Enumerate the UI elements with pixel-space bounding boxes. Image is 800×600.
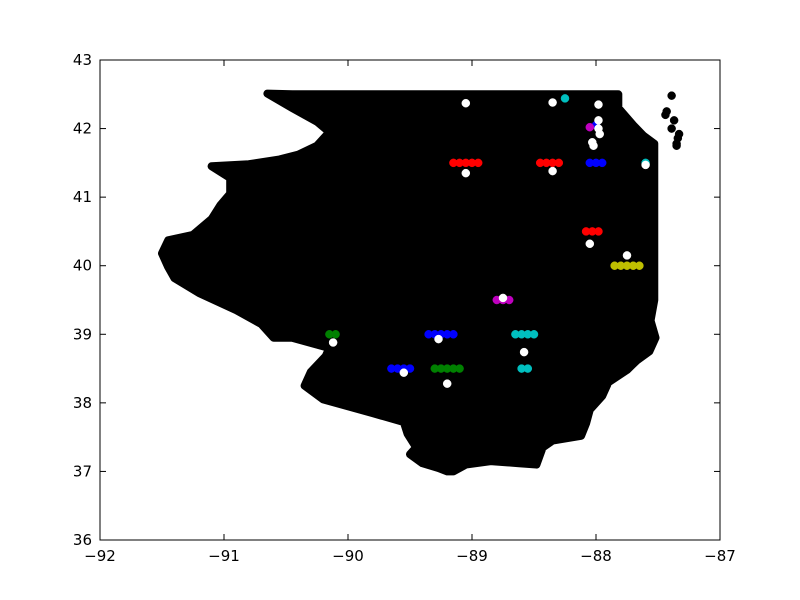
region-dots [158, 89, 660, 476]
data-point [548, 98, 557, 107]
data-point [461, 98, 471, 108]
y-tick-label: 37 [73, 462, 92, 480]
data-point [405, 364, 415, 373]
x-tick-label: −87 [704, 547, 736, 565]
y-tick-label: 40 [73, 257, 92, 275]
x-axis: −92 −91 −90 −89 −88 −87 [84, 60, 736, 565]
data-point [585, 239, 595, 249]
data-point [455, 364, 464, 373]
data-point [529, 330, 539, 339]
series-3 [610, 261, 644, 270]
y-tick-label: 39 [73, 325, 92, 343]
y-tick-label: 36 [73, 531, 92, 549]
data-point [560, 94, 570, 103]
data-point [585, 122, 595, 132]
plot-frame [99, 59, 721, 541]
data-point [667, 124, 676, 133]
data-point [594, 116, 603, 125]
data-point [597, 158, 607, 168]
series-7 [328, 98, 650, 388]
data-point [473, 158, 483, 168]
x-tick-label: −92 [84, 547, 116, 565]
data-point [554, 158, 564, 168]
data-point [331, 330, 340, 339]
data-point [449, 330, 458, 339]
x-tick-label: −90 [332, 547, 364, 565]
y-tick-label: 43 [73, 51, 92, 69]
y-tick-label: 41 [73, 188, 92, 206]
series-5 [325, 330, 464, 373]
data-point [594, 100, 603, 109]
data-point [523, 364, 533, 373]
data-point [595, 129, 604, 139]
x-tick-label: −88 [580, 547, 612, 565]
data-point [622, 251, 632, 260]
data-point [519, 347, 529, 357]
data-point [434, 334, 443, 344]
y-axis: 36 37 38 39 40 41 42 43 [73, 51, 720, 549]
data-point [641, 160, 650, 170]
x-tick-label: −91 [208, 547, 240, 565]
series-6 [661, 91, 684, 150]
data-point [667, 91, 676, 100]
data-point [589, 141, 598, 150]
data-point [669, 116, 679, 125]
region-layer [158, 89, 660, 476]
data-point [399, 368, 409, 377]
data-point [661, 110, 670, 120]
y-tick-label: 38 [73, 394, 92, 412]
data-point [461, 168, 471, 178]
data-point [328, 338, 338, 347]
points-layer [325, 91, 684, 388]
data-point [442, 379, 452, 388]
series-0 [449, 158, 603, 236]
x-tick-label: −89 [456, 547, 488, 565]
data-point [548, 166, 557, 176]
plot-area [99, 59, 721, 541]
data-point [498, 293, 508, 303]
y-tick-label: 42 [73, 120, 92, 138]
data-point [635, 261, 644, 270]
data-point [594, 227, 603, 236]
data-point [672, 141, 681, 150]
